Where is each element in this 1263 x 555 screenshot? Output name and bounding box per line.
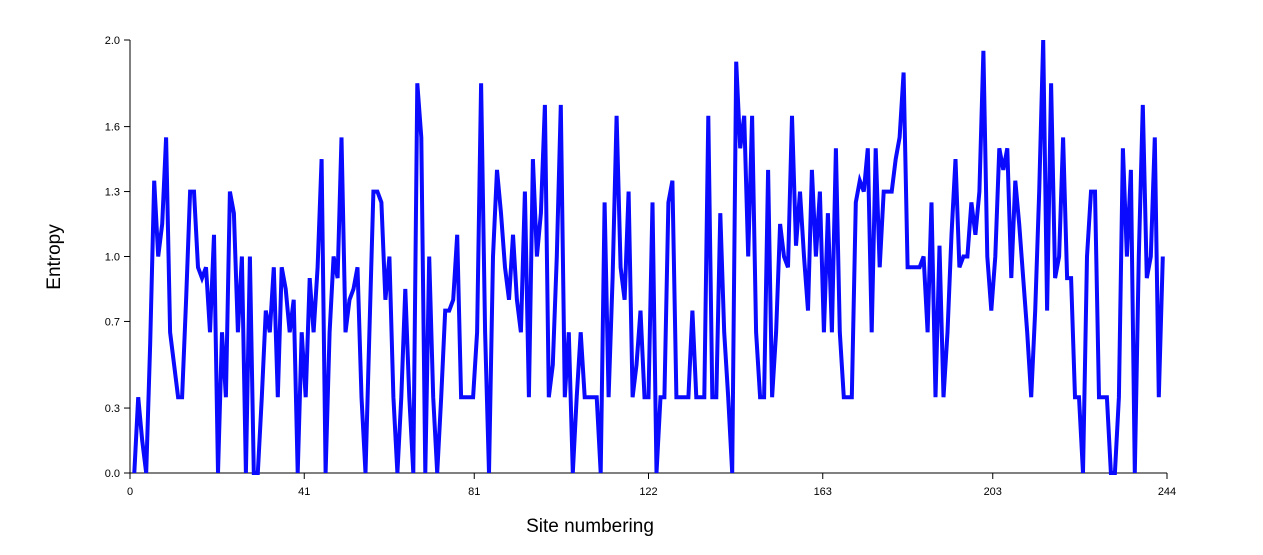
x-tick-label: 41 — [298, 486, 310, 498]
y-tick-label: 0.0 — [105, 468, 120, 480]
y-tick-label: 1.3 — [105, 187, 120, 199]
x-axis-title: Site numbering — [526, 516, 654, 537]
x-tick-label: 122 — [639, 486, 657, 498]
y-tick-label: 0.3 — [105, 403, 120, 415]
y-tick-label: 1.0 — [105, 252, 120, 264]
x-tick-label: 203 — [984, 486, 1002, 498]
x-tick-label: 0 — [127, 486, 133, 498]
y-tick-label: 1.6 — [105, 122, 120, 134]
y-tick-label: 2.0 — [105, 35, 120, 47]
x-tick-label: 81 — [468, 486, 480, 498]
series-line — [132, 39, 1165, 475]
y-tick-label: 0.7 — [105, 316, 120, 328]
x-axis: 0 41 81 122 163 203 244 — [127, 472, 1176, 498]
y-axis-title: Entropy — [44, 224, 65, 290]
x-tick-label: 163 — [814, 486, 832, 498]
y-axis: 0.0 0.3 0.7 1.0 1.3 1.6 2.0 — [105, 35, 131, 480]
x-tick-label: 244 — [1158, 486, 1176, 498]
